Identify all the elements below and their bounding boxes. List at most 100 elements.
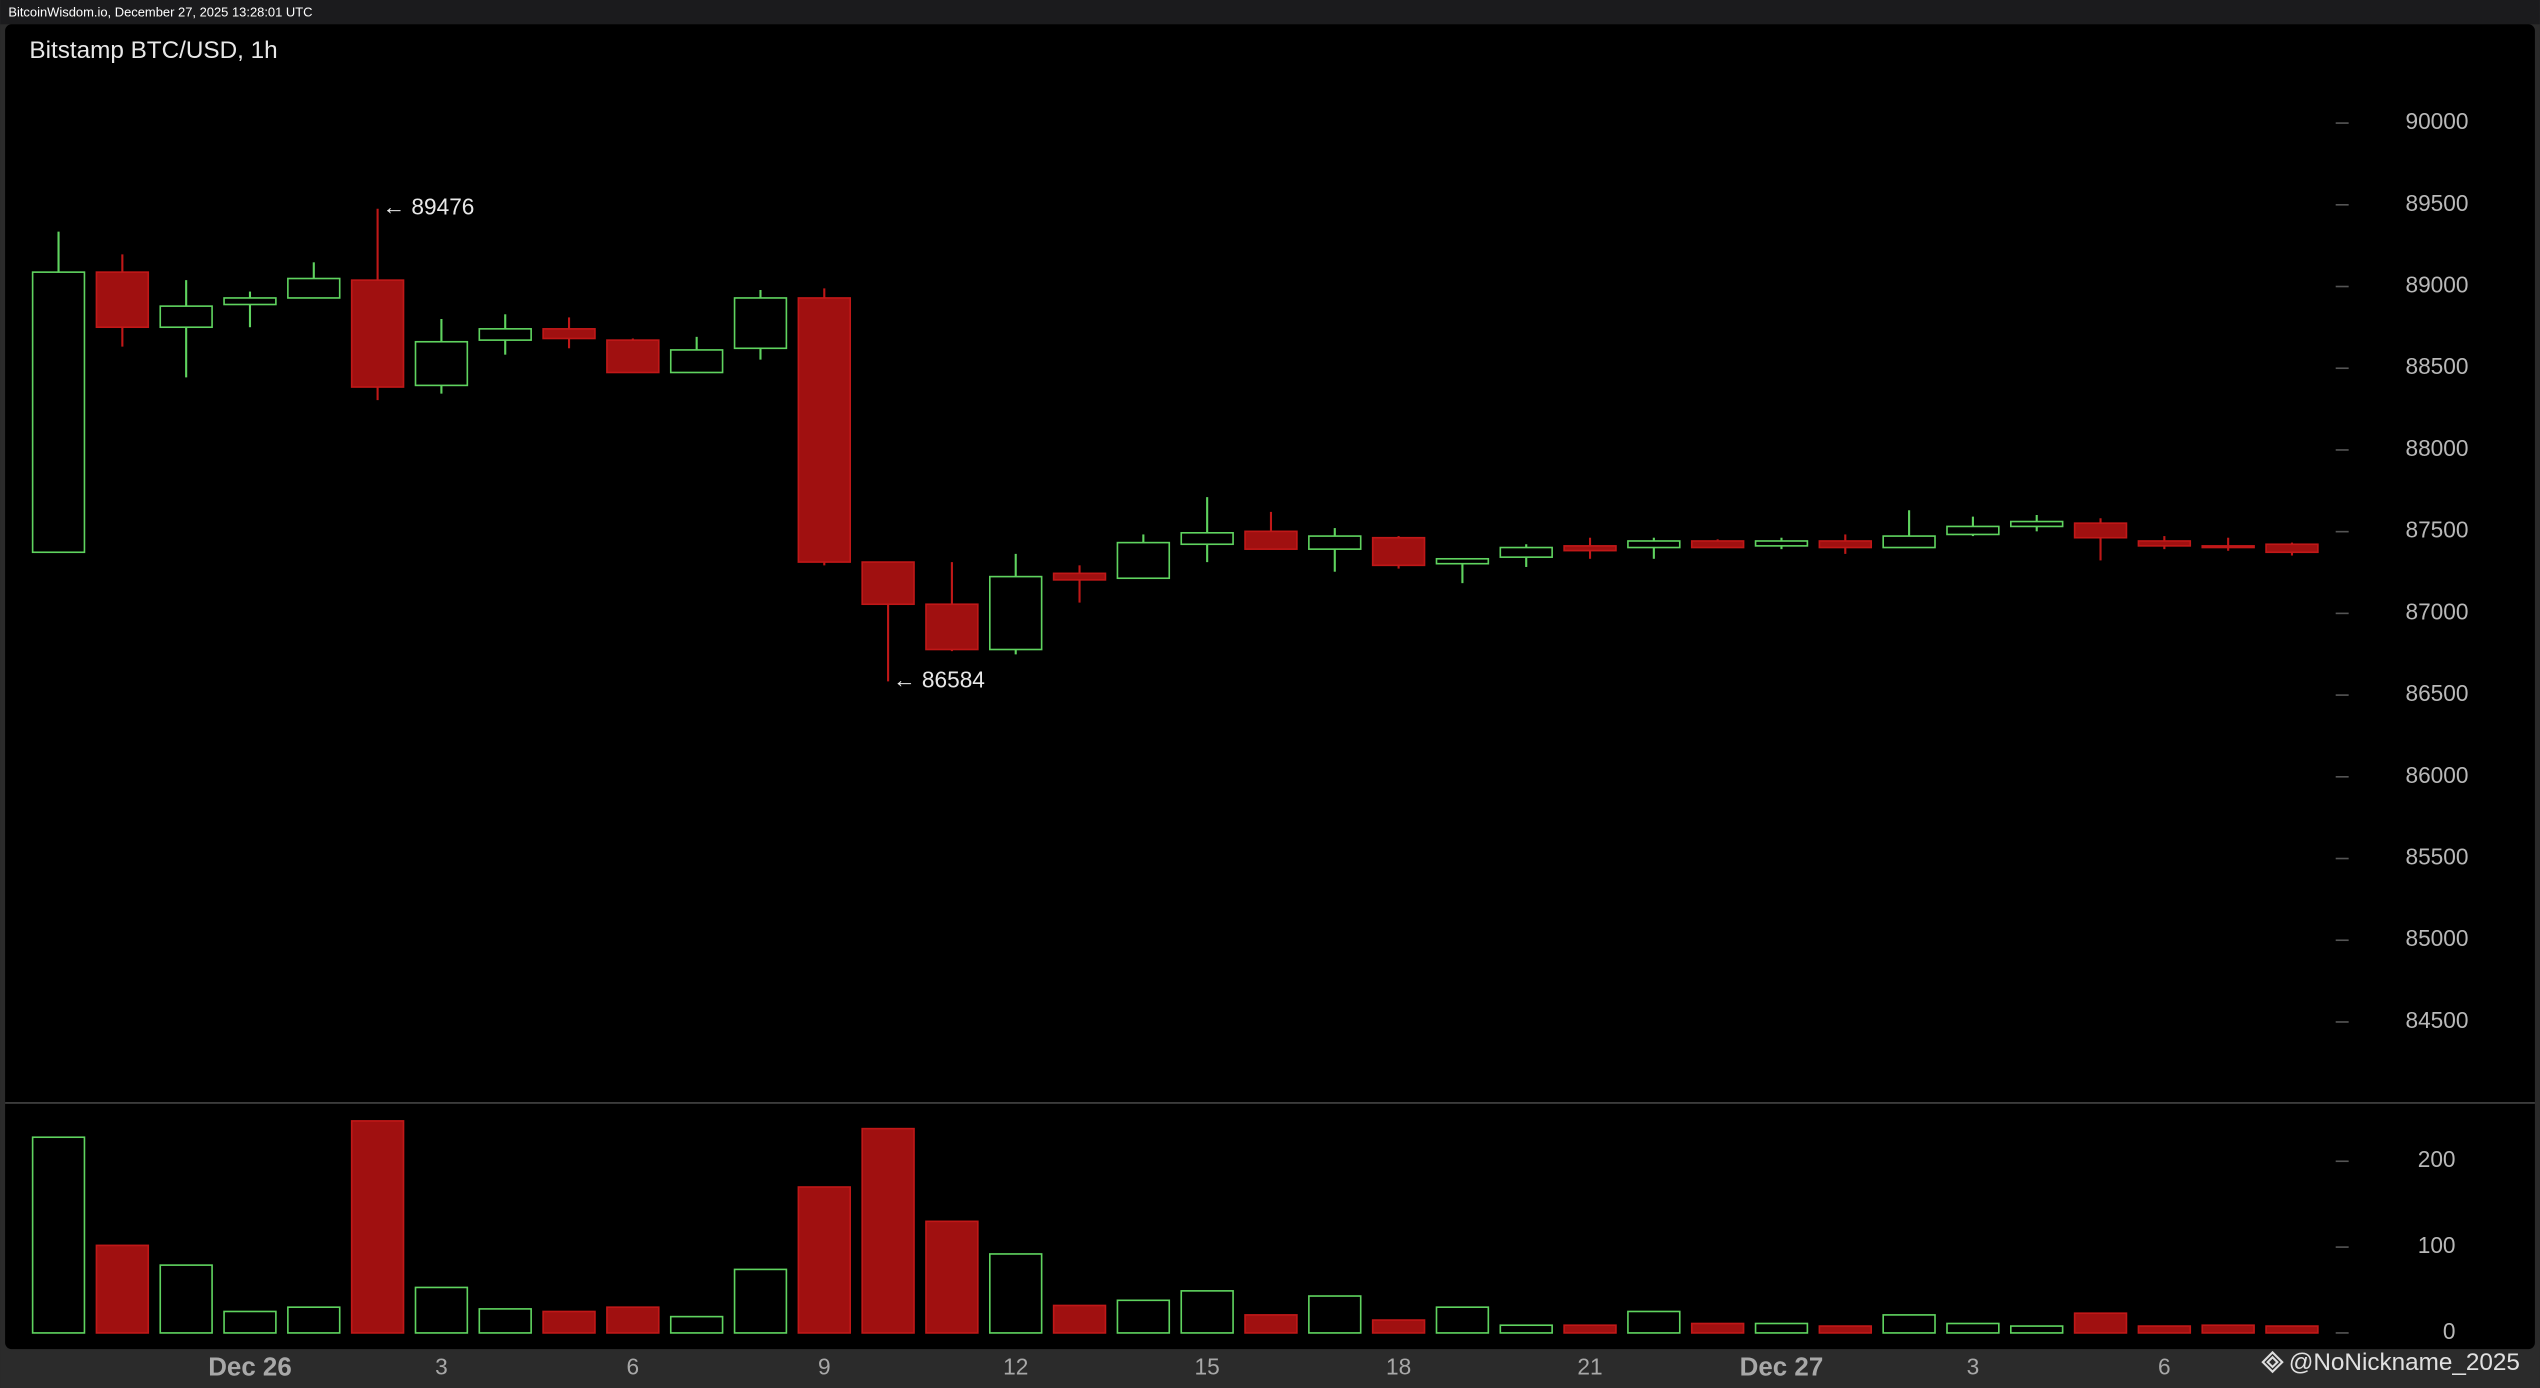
candle-body [669,349,724,374]
y-tick-label: 88000 [2405,435,2468,461]
y-tick-label: 88500 [2405,353,2468,379]
candle-body [1563,545,1617,552]
volume-bar [988,1253,1043,1334]
volume-bar [1946,1322,2000,1334]
volume-tick-label: 200 [2418,1146,2456,1172]
watermark-text: @NoNickname_2025 [2289,1349,2520,1376]
volume-bar [606,1306,660,1334]
candle-body [2073,522,2128,539]
volume-bar [1244,1314,1298,1334]
volume-bar [1690,1322,1745,1334]
candle-body [1690,540,1745,549]
candle-body [2137,540,2192,547]
volume-bar [1818,1325,1873,1334]
volume-bar [1116,1299,1171,1334]
volume-bar [861,1127,915,1334]
volume-bar [95,1244,150,1334]
price-annotation: ← 86584 [893,666,985,692]
volume-bar [414,1286,469,1334]
volume-bar [287,1306,341,1334]
x-tick-label: Dec 27 [1740,1353,1824,1381]
volume-bar [1308,1295,1362,1334]
volume-bar [350,1120,405,1334]
y-tick-label: 86000 [2405,762,2468,788]
watermark: @NoNickname_2025 [2261,1349,2520,1376]
candle-body [1052,572,1107,581]
volume-bar [669,1315,724,1334]
volume-bar [797,1186,852,1334]
volume-bar [2137,1325,2192,1334]
y-tick-label: 89000 [2405,271,2468,297]
candle-body [1818,540,1873,549]
candle-body [1308,535,1362,550]
volume-bar [1052,1304,1107,1334]
volume-bar [925,1220,979,1334]
x-tick-label: 6 [627,1354,640,1380]
candle-body [1946,525,2000,536]
volume-bar [2009,1325,2064,1334]
volume-bar [1435,1306,1490,1334]
y-tick-label: 86500 [2405,680,2468,706]
candle-body [797,297,852,563]
candle-body [988,575,1043,651]
candle-body [478,328,532,341]
x-tick-label: 3 [1967,1354,1980,1380]
volume-bar [159,1264,213,1334]
header-bar [0,0,2540,25]
candle-body [223,297,277,306]
candle-body [861,561,915,606]
y-tick-label: 84500 [2405,1007,2468,1033]
volume-bar [478,1308,532,1334]
volume-tick-label: 0 [2443,1318,2456,1344]
candle-body [2201,545,2255,549]
price-annotation: ← 89476 [382,194,474,220]
volume-bar [2201,1324,2255,1334]
candle-body [606,339,660,374]
volume-bar [542,1310,596,1334]
y-tick-label: 87500 [2405,517,2468,543]
y-tick-label: 85500 [2405,844,2468,870]
volume-bar [2265,1325,2319,1334]
volume-bar [1563,1324,1617,1334]
x-tick-label: 3 [435,1354,448,1380]
volume-tick-label: 100 [2418,1232,2456,1258]
chart-title: Bitstamp BTC/USD, 1h [29,37,277,64]
x-tick-label: 21 [1577,1354,1602,1380]
candle-body [350,279,405,388]
x-tick-label: 9 [818,1354,831,1380]
x-tick-label: 6 [2158,1354,2171,1380]
candle-body [1499,546,1553,558]
candle-body [1180,531,1234,546]
volume-bar [1499,1324,1553,1334]
volume-bar [733,1268,788,1334]
y-tick-label: 89500 [2405,190,2468,216]
candle-body [1435,557,1490,565]
y-tick-label: 87000 [2405,598,2468,624]
candle-body [2265,543,2319,554]
candle-body [159,305,213,329]
volume-bar [1371,1319,1426,1334]
x-tick-label: 18 [1386,1354,1411,1380]
candle-body [925,603,979,651]
candle-body [287,277,341,299]
candle-body [1754,540,1809,547]
candle-body [1882,535,1936,549]
volume-bar [1754,1322,1809,1334]
candle-body [1244,530,1298,550]
volume-bar [2073,1312,2128,1334]
x-tick-label: 15 [1195,1354,1220,1380]
x-tick-label: Dec 26 [208,1353,292,1381]
candle-body [542,328,596,340]
candle-body [2009,520,2064,528]
candle-body [31,271,86,554]
volume-bar [1180,1290,1234,1334]
candle-body [1627,540,1681,549]
header-text: BitcoinWisdom.io, December 27, 2025 13:2… [8,4,312,19]
candle-body [95,271,150,329]
candle-body [733,297,788,350]
volume-bar [223,1310,277,1334]
y-tick-label: 90000 [2405,108,2468,134]
candle-body [1116,541,1171,580]
